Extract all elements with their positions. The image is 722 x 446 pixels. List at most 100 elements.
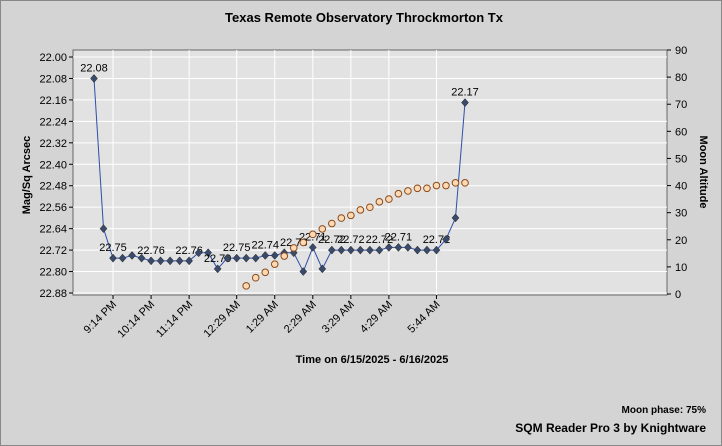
moon-point (261, 268, 270, 277)
data-point (347, 245, 355, 255)
y-tick-label: 22.64 (39, 224, 67, 236)
data-point (270, 251, 279, 260)
y-tick-label: 22.08 (39, 73, 67, 85)
y-tick-label: 22.40 (39, 159, 67, 171)
y-tick-label: 22.24 (39, 116, 67, 128)
data-point (232, 253, 241, 263)
data-point (128, 251, 136, 260)
moon-point (413, 184, 422, 193)
data-point (99, 224, 108, 234)
moon-point (242, 282, 251, 290)
y-tick-label: 22.16 (39, 95, 67, 107)
moon-point (375, 198, 384, 206)
data-label: 22.08 (80, 62, 108, 74)
x-axis-label: Time on 6/15/2025 - 6/16/2025 (296, 354, 449, 366)
y-tick-label: 22.56 (39, 202, 67, 214)
y-tick-label: 22.32 (39, 138, 67, 150)
moon-point (366, 203, 374, 212)
data-point (90, 74, 98, 83)
data-point (137, 253, 146, 263)
data-point (194, 248, 203, 258)
data-point (118, 253, 127, 263)
moon-point (308, 230, 317, 239)
data-point (318, 264, 327, 274)
data-point (423, 245, 431, 255)
data-point (308, 243, 317, 252)
y2-tick-label: 50 (675, 153, 687, 165)
moon-point (461, 179, 469, 187)
y2-tick-label: 40 (675, 181, 687, 193)
data-label: 22.79 (204, 253, 232, 265)
y-tick-label: 22.00 (39, 52, 67, 64)
moon-point (404, 187, 412, 195)
data-point (166, 256, 174, 266)
data-label: 22.75 (223, 242, 251, 254)
moon-point (251, 273, 260, 282)
data-point (356, 245, 365, 255)
data-label: 22.75 (99, 242, 127, 254)
moon-point (347, 211, 355, 220)
data-point (299, 267, 308, 276)
y2-tick-label: 0 (675, 289, 681, 301)
moon-point (299, 238, 308, 247)
data-point (442, 234, 450, 244)
data-label: 22.71 (385, 231, 413, 243)
moon-point (451, 179, 460, 187)
data-point (251, 253, 260, 263)
moon-point (356, 206, 365, 214)
data-point (175, 256, 184, 266)
data-point (375, 245, 384, 255)
data-label: 22.72 (423, 234, 451, 246)
y2-axis-label: Moon Altitude (697, 136, 709, 209)
moon-point (280, 252, 289, 260)
data-point (432, 245, 441, 255)
moon-point (328, 219, 336, 228)
y2-tick-label: 20 (675, 235, 687, 247)
data-point (337, 245, 346, 255)
data-point (185, 256, 193, 266)
y2-tick-label: 30 (675, 208, 687, 220)
data-line (93, 78, 466, 273)
data-point (404, 243, 412, 252)
y2-tick-label: 10 (675, 262, 687, 274)
moon-point (432, 181, 441, 190)
data-point (242, 253, 251, 263)
y-tick-label: 22.88 (39, 288, 67, 300)
data-label: 22.72 (318, 234, 346, 246)
moon-point (318, 225, 327, 233)
data-point (451, 213, 460, 223)
moon-point (394, 189, 403, 198)
data-point (156, 256, 165, 266)
y-tick-label: 22.72 (39, 245, 67, 257)
data-point (366, 245, 374, 255)
data-point (109, 253, 117, 263)
data-label: 22.72 (337, 234, 365, 246)
data-point (223, 253, 232, 263)
y-axis-label: Mag/Sq Arcsec (21, 136, 33, 214)
data-point (461, 98, 469, 107)
data-label: 22.76 (137, 245, 165, 257)
data-point (385, 243, 393, 252)
moon-point (442, 181, 450, 190)
credit: SQM Reader Pro 3 by Knightware (515, 421, 706, 435)
data-point (213, 264, 222, 274)
data-label: 22.74 (251, 239, 279, 251)
data-point (327, 245, 336, 255)
data-label: 22.72 (366, 234, 394, 246)
y2-tick-label: 80 (675, 72, 687, 84)
data-point (413, 245, 422, 255)
moon-point (270, 260, 279, 268)
y-tick-label: 22.80 (39, 267, 67, 279)
chart-title: Texas Remote Observatory Throckmorton Tx (225, 10, 504, 25)
moon-point (337, 214, 346, 222)
data-point (204, 248, 212, 258)
moon-phase: Moon phase: 75% (622, 405, 707, 416)
y2-tick-label: 70 (675, 99, 687, 111)
data-point (147, 256, 155, 266)
data-point (394, 243, 403, 252)
data-label: 22.17 (451, 87, 479, 99)
moon-point (385, 195, 393, 203)
data-point (261, 251, 270, 260)
